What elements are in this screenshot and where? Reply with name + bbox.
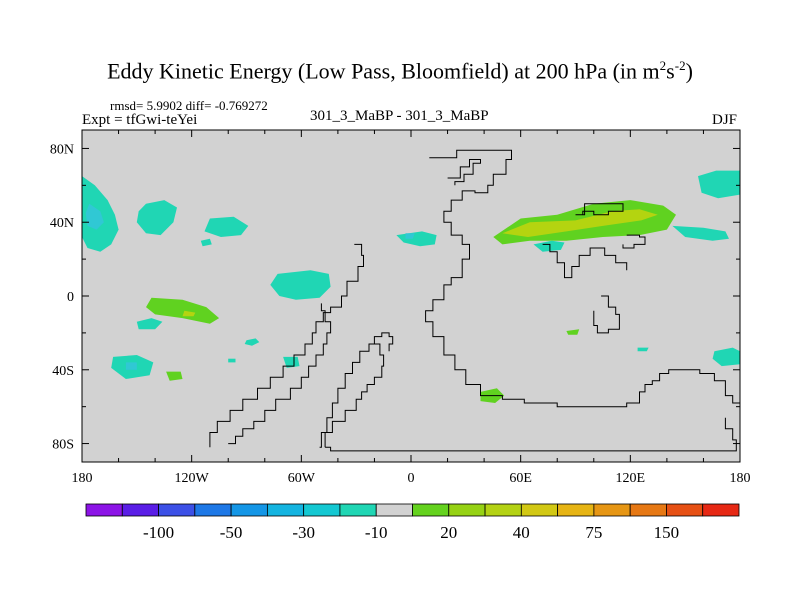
contour-region-southeast-pacific-speck	[637, 347, 649, 352]
x-tick-label: 120W	[175, 471, 210, 486]
colorbar-label: 75	[585, 523, 602, 542]
x-tick-label: 180	[730, 471, 751, 486]
colorbar-swatch	[666, 503, 704, 517]
contour-region-tropical-east-pacific	[270, 270, 331, 300]
colorbar-label: 20	[440, 523, 457, 542]
contour-region-north-pacific-speck	[200, 238, 212, 247]
contour-region-east-asia-speck	[533, 240, 565, 252]
contour-region-asian-jet-tail	[672, 225, 729, 241]
coastline-southeast-asia	[593, 295, 620, 334]
x-tick-label: 0	[408, 471, 415, 486]
colorbar-swatch	[448, 503, 486, 517]
coastline-north-america-inner	[228, 303, 332, 445]
x-tick-label: 180	[72, 471, 93, 486]
chart-title: Eddy Kinetic Energy (Low Pass, Bloomfiel…	[107, 58, 693, 84]
colorbar-swatch	[520, 503, 559, 517]
contour-region-south-pacific-green	[146, 297, 220, 324]
contour-region-south-pacific-patch-c	[166, 371, 183, 381]
colorbar-label: -10	[365, 523, 388, 542]
y-tick-label: 40N	[50, 216, 74, 231]
coastline-india-peninsula	[542, 243, 628, 279]
season-label: DJF	[712, 112, 738, 128]
contour-region-south-atlantic-speck	[228, 358, 236, 363]
contour-region-south-pacific-patch-b-core	[125, 362, 137, 370]
contour-region-north-atlantic-speck	[405, 233, 415, 239]
contour-region-south-america-east	[244, 338, 260, 346]
colorbar-swatch	[339, 503, 377, 517]
y-tick-label: 80N	[50, 142, 74, 157]
colorbar-swatch	[557, 503, 595, 517]
colorbar-label: 150	[654, 523, 680, 542]
x-tick-label: 60W	[288, 471, 316, 486]
colorbar-swatch	[158, 503, 196, 517]
filled-contour-layer	[82, 170, 740, 403]
contour-region-far-east-blob	[698, 170, 740, 199]
stats-text: rmsd= 5.9902 diff= -0.769272	[110, 98, 268, 113]
plot-background	[82, 130, 740, 462]
y-tick-label: 0	[67, 290, 74, 305]
coastline-andes-spine	[319, 332, 394, 448]
colorbar-label: -100	[143, 523, 174, 542]
contour-region-far-south-pacific	[712, 347, 740, 367]
y-tick-label: 80S	[52, 438, 74, 453]
colorbar: -100 -50 -30 -10 20 40 75 150	[85, 503, 740, 542]
coastline-east-asia-box	[575, 203, 624, 216]
colorbar-swatch	[266, 503, 305, 517]
contour-region-south-pacific-patch-a	[136, 318, 163, 330]
colorbar-swatch	[375, 503, 413, 517]
coastline-europe-africa-outline	[425, 149, 740, 408]
colorbar-label: -30	[292, 523, 315, 542]
colorbar-swatch	[629, 503, 667, 517]
colorbar-label: -50	[220, 523, 243, 542]
experiment-label: Expt = tfGwi-teYei	[82, 112, 198, 128]
coastline-antarctic-coast	[325, 417, 737, 452]
coastline-scandinavia	[447, 159, 481, 186]
comparison-label: 301_3_MaBP - 301_3_MaBP	[310, 108, 489, 124]
contour-region-north-pacific-east	[204, 216, 249, 237]
contour-region-south-indian-speck	[566, 329, 580, 335]
colorbar-swatch	[121, 503, 159, 517]
x-tick-label: 60E	[509, 471, 532, 486]
coastline-africa-west	[324, 343, 385, 448]
x-tick-label: 120E	[616, 471, 646, 486]
colorbar-swatch	[412, 503, 450, 517]
y-tick-label: 40S	[52, 364, 74, 379]
contour-region-asian-jet-core	[502, 209, 658, 237]
colorbar-swatch	[194, 503, 232, 517]
colorbar-swatch	[484, 503, 522, 517]
coastline-layer	[209, 149, 740, 452]
contour-region-south-pacific-lower	[283, 356, 300, 368]
coastline-north-america-west-coast	[209, 243, 364, 448]
contour-region-north-pacific-west-core	[85, 203, 104, 230]
colorbar-swatch	[593, 503, 631, 517]
colorbar-swatch	[702, 503, 740, 517]
coastline-japan-arc	[622, 234, 646, 249]
colorbar-swatch	[303, 503, 341, 517]
colorbar-swatch	[230, 503, 268, 517]
axes-layer: 180 120W 60W 0 60E 120E 180 80N 40N 0 40S 80S	[50, 130, 751, 486]
contour-region-south-pacific-core	[182, 310, 196, 317]
colorbar-swatch	[85, 503, 123, 517]
colorbar-label: 40	[513, 523, 530, 542]
contour-region-north-pacific-central	[136, 200, 177, 236]
